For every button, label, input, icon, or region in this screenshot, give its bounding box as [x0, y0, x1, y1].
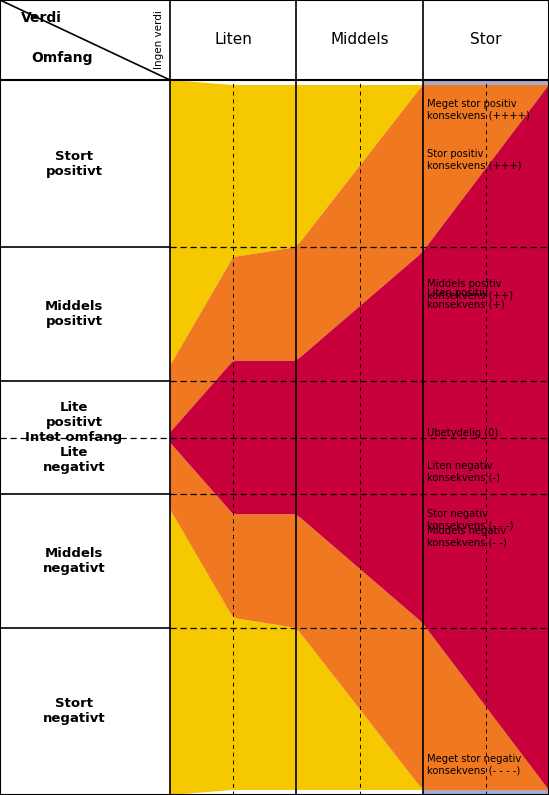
Text: Stor: Stor	[470, 33, 502, 48]
Text: Middels: Middels	[330, 33, 389, 48]
Text: Stort
negativt: Stort negativt	[43, 697, 105, 726]
Text: Liten: Liten	[214, 33, 252, 48]
Text: Ubetydelig (0): Ubetydelig (0)	[427, 429, 498, 439]
Text: Middels
positivt: Middels positivt	[45, 300, 103, 328]
Text: Middels
negativt: Middels negativt	[43, 547, 105, 575]
Text: Liten positiv
konsekvens (+): Liten positiv konsekvens (+)	[427, 288, 505, 310]
Text: Omfang: Omfang	[31, 51, 93, 64]
Text: Ingen verdi: Ingen verdi	[154, 10, 164, 69]
Text: Liten negativ
konsekvens (-): Liten negativ konsekvens (-)	[427, 461, 500, 483]
Polygon shape	[170, 80, 549, 366]
Text: Middels positiv
konsekvens (++): Middels positiv konsekvens (++)	[427, 279, 513, 301]
Text: Stor negativ
konsekvens (- - -): Stor negativ konsekvens (- - -)	[427, 509, 513, 530]
Text: Lite
positivt
Intet omfang
Lite
negativt: Lite positivt Intet omfang Lite negativt	[25, 401, 122, 474]
Text: Stort
positivt: Stort positivt	[46, 149, 103, 177]
Text: Stor positiv
konsekvens (+++): Stor positiv konsekvens (+++)	[427, 149, 521, 171]
Text: Meget stor negativ
konsekvens (- - - -): Meget stor negativ konsekvens (- - - -)	[427, 754, 521, 776]
Text: Verdi: Verdi	[21, 10, 62, 25]
Polygon shape	[423, 80, 549, 795]
Text: Meget stor positiv
konsekvens (++++): Meget stor positiv konsekvens (++++)	[427, 99, 530, 121]
Polygon shape	[170, 510, 549, 795]
Text: Middels negativ
konsekvens (- -): Middels negativ konsekvens (- -)	[427, 526, 506, 548]
Polygon shape	[170, 443, 549, 790]
Polygon shape	[170, 85, 549, 432]
Polygon shape	[170, 85, 549, 790]
